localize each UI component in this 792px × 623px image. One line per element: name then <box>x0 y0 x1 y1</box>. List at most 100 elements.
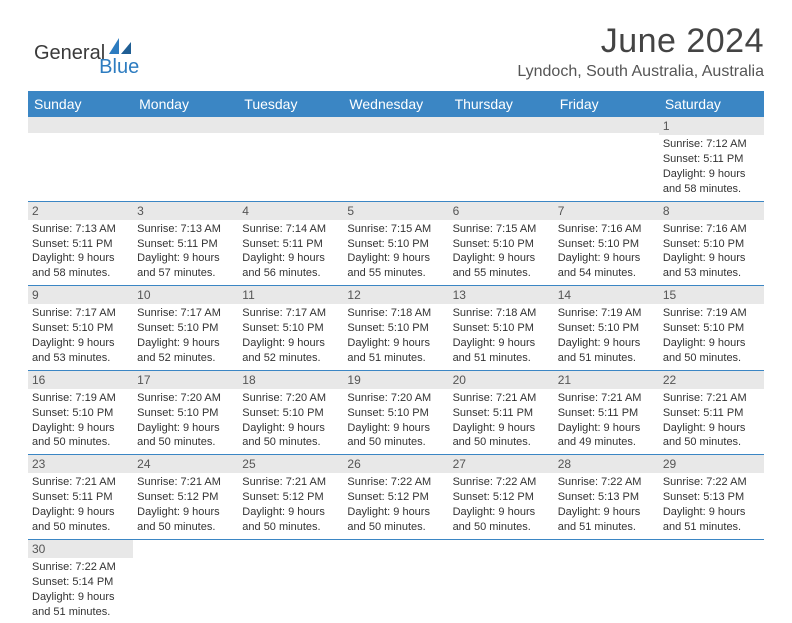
day-info-line: Sunset: 5:10 PM <box>242 321 339 336</box>
day-cell: 1Sunrise: 7:12 AMSunset: 5:11 PMDaylight… <box>659 117 764 201</box>
day-number: 12 <box>343 286 448 304</box>
day-info-line: Daylight: 9 hours <box>347 505 444 520</box>
day-cell: 14Sunrise: 7:19 AMSunset: 5:10 PMDayligh… <box>554 286 659 370</box>
weekday-sat: Saturday <box>659 91 764 117</box>
day-info-line: and 50 minutes. <box>663 351 760 366</box>
day-info-line: Sunrise: 7:22 AM <box>558 475 655 490</box>
day-number: 16 <box>28 371 133 389</box>
day-info-line: Daylight: 9 hours <box>347 336 444 351</box>
day-number: 1 <box>659 117 764 135</box>
day-info-line: Daylight: 9 hours <box>137 336 234 351</box>
day-info-line: and 51 minutes. <box>453 351 550 366</box>
day-info-line: Sunrise: 7:19 AM <box>32 391 129 406</box>
day-info-line: Sunset: 5:10 PM <box>663 237 760 252</box>
day-number: 7 <box>554 202 659 220</box>
day-info-line: Sunrise: 7:14 AM <box>242 222 339 237</box>
day-info-line: Sunset: 5:11 PM <box>663 152 760 167</box>
day-info-line: Daylight: 9 hours <box>558 251 655 266</box>
day-cell: 26Sunrise: 7:22 AMSunset: 5:12 PMDayligh… <box>343 455 448 539</box>
day-number: 14 <box>554 286 659 304</box>
day-number: 29 <box>659 455 764 473</box>
day-info-line: and 58 minutes. <box>663 182 760 197</box>
day-info-line: Daylight: 9 hours <box>32 505 129 520</box>
day-number: 3 <box>133 202 238 220</box>
week-row: 16Sunrise: 7:19 AMSunset: 5:10 PMDayligh… <box>28 371 764 456</box>
day-info-line: Sunrise: 7:18 AM <box>347 306 444 321</box>
day-info-line: Sunset: 5:10 PM <box>32 406 129 421</box>
location: Lyndoch, South Australia, Australia <box>517 63 764 81</box>
week-row: 9Sunrise: 7:17 AMSunset: 5:10 PMDaylight… <box>28 286 764 371</box>
day-info-line: Sunrise: 7:21 AM <box>32 475 129 490</box>
day-info-line: Sunset: 5:10 PM <box>347 406 444 421</box>
day-number: 20 <box>449 371 554 389</box>
day-number: 13 <box>449 286 554 304</box>
day-info-line: Sunset: 5:12 PM <box>347 490 444 505</box>
day-cell: 29Sunrise: 7:22 AMSunset: 5:13 PMDayligh… <box>659 455 764 539</box>
day-cell: 24Sunrise: 7:21 AMSunset: 5:12 PMDayligh… <box>133 455 238 539</box>
day-info-line: Daylight: 9 hours <box>558 421 655 436</box>
day-number: 10 <box>133 286 238 304</box>
day-info-line: Daylight: 9 hours <box>663 167 760 182</box>
day-info-line: Daylight: 9 hours <box>663 505 760 520</box>
day-info-line: and 50 minutes. <box>32 520 129 535</box>
day-cell: 12Sunrise: 7:18 AMSunset: 5:10 PMDayligh… <box>343 286 448 370</box>
day-info-line: Sunrise: 7:19 AM <box>663 306 760 321</box>
day-info-line: Daylight: 9 hours <box>32 251 129 266</box>
day-info-line: Daylight: 9 hours <box>347 421 444 436</box>
day-cell <box>28 117 133 201</box>
day-info-line: Sunset: 5:13 PM <box>558 490 655 505</box>
day-info-line: and 50 minutes. <box>453 520 550 535</box>
day-cell: 11Sunrise: 7:17 AMSunset: 5:10 PMDayligh… <box>238 286 343 370</box>
day-number: 15 <box>659 286 764 304</box>
day-info-line: Sunrise: 7:15 AM <box>453 222 550 237</box>
day-info-line: Daylight: 9 hours <box>242 421 339 436</box>
day-info-line: Sunrise: 7:22 AM <box>663 475 760 490</box>
calendar: Sunday Monday Tuesday Wednesday Thursday… <box>28 91 764 623</box>
day-cell <box>554 540 659 623</box>
weeks-container: 1Sunrise: 7:12 AMSunset: 5:11 PMDaylight… <box>28 117 764 623</box>
day-info-line: Daylight: 9 hours <box>558 505 655 520</box>
day-cell: 22Sunrise: 7:21 AMSunset: 5:11 PMDayligh… <box>659 371 764 455</box>
day-info-line: and 55 minutes. <box>453 266 550 281</box>
day-cell: 16Sunrise: 7:19 AMSunset: 5:10 PMDayligh… <box>28 371 133 455</box>
day-info-line: Sunset: 5:11 PM <box>32 490 129 505</box>
empty-day-bar <box>343 117 448 133</box>
day-info-line: and 58 minutes. <box>32 266 129 281</box>
day-info-line: Sunset: 5:12 PM <box>242 490 339 505</box>
day-info-line: Daylight: 9 hours <box>453 505 550 520</box>
weekday-tue: Tuesday <box>238 91 343 117</box>
day-cell: 7Sunrise: 7:16 AMSunset: 5:10 PMDaylight… <box>554 202 659 286</box>
day-info-line: Daylight: 9 hours <box>453 421 550 436</box>
day-info-line: and 54 minutes. <box>558 266 655 281</box>
day-info-line: Sunrise: 7:17 AM <box>242 306 339 321</box>
day-number: 5 <box>343 202 448 220</box>
day-info-line: Daylight: 9 hours <box>558 336 655 351</box>
day-info-line: Sunrise: 7:18 AM <box>453 306 550 321</box>
day-info-line: Sunset: 5:12 PM <box>453 490 550 505</box>
day-cell <box>133 540 238 623</box>
day-info-line: Sunrise: 7:22 AM <box>32 560 129 575</box>
title-block: June 2024 Lyndoch, South Australia, Aust… <box>517 22 764 81</box>
day-info-line: Sunset: 5:10 PM <box>558 321 655 336</box>
day-cell: 5Sunrise: 7:15 AMSunset: 5:10 PMDaylight… <box>343 202 448 286</box>
day-info-line: Sunset: 5:10 PM <box>663 321 760 336</box>
day-info-line: Sunrise: 7:15 AM <box>347 222 444 237</box>
day-number: 18 <box>238 371 343 389</box>
day-number: 22 <box>659 371 764 389</box>
day-cell: 21Sunrise: 7:21 AMSunset: 5:11 PMDayligh… <box>554 371 659 455</box>
day-cell: 13Sunrise: 7:18 AMSunset: 5:10 PMDayligh… <box>449 286 554 370</box>
day-info-line: and 49 minutes. <box>558 435 655 450</box>
day-info-line: Sunrise: 7:22 AM <box>347 475 444 490</box>
day-cell <box>449 117 554 201</box>
day-number: 11 <box>238 286 343 304</box>
day-cell: 25Sunrise: 7:21 AMSunset: 5:12 PMDayligh… <box>238 455 343 539</box>
day-number: 24 <box>133 455 238 473</box>
day-info-line: and 50 minutes. <box>242 520 339 535</box>
day-number: 2 <box>28 202 133 220</box>
weekday-fri: Friday <box>554 91 659 117</box>
week-row: 23Sunrise: 7:21 AMSunset: 5:11 PMDayligh… <box>28 455 764 540</box>
week-row: 30Sunrise: 7:22 AMSunset: 5:14 PMDayligh… <box>28 540 764 623</box>
day-info-line: and 50 minutes. <box>663 435 760 450</box>
month-title: June 2024 <box>517 22 764 61</box>
empty-day-bar <box>238 117 343 133</box>
